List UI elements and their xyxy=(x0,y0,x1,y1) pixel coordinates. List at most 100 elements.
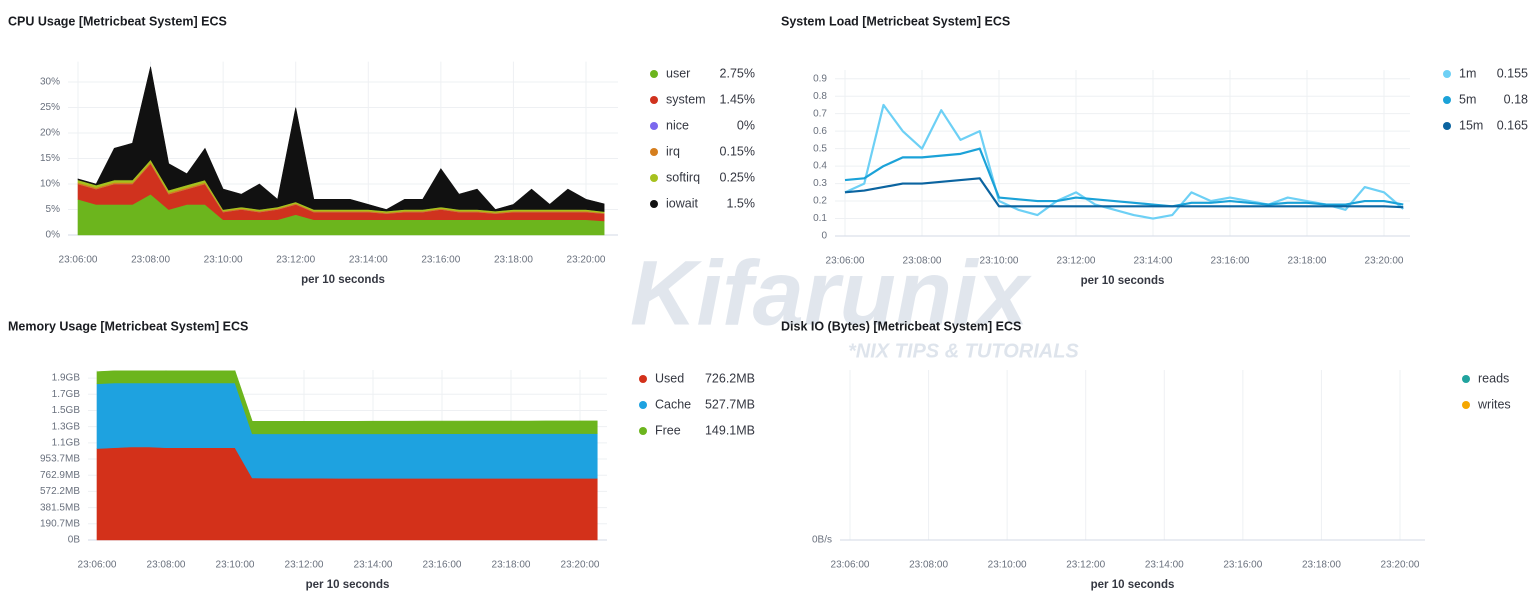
x-tick-label: 23:14:00 xyxy=(354,560,393,571)
x-tick-label: 23:16:00 xyxy=(1223,560,1262,571)
x-tick-label: 23:12:00 xyxy=(1057,256,1096,267)
legend-value: 1.45% xyxy=(720,92,755,106)
legend-swatch xyxy=(650,148,658,156)
x-tick-label: 23:14:00 xyxy=(1134,256,1173,267)
area xyxy=(96,370,598,435)
x-tick-label: 23:08:00 xyxy=(903,256,942,267)
legend-value: 0% xyxy=(737,118,755,132)
legend-value: 0.155 xyxy=(1497,66,1528,80)
x-tick-label: 23:20:00 xyxy=(567,255,606,266)
x-tick-label: 23:14:00 xyxy=(1145,560,1184,571)
legend-label: system xyxy=(666,92,706,106)
legend-swatch xyxy=(639,401,647,409)
legend-label: writes xyxy=(1477,397,1511,411)
line xyxy=(844,177,1404,209)
legend-value: 726.2MB xyxy=(705,371,755,385)
legend-value: 0.18 xyxy=(1504,92,1528,106)
x-tick-label: 23:10:00 xyxy=(216,560,255,571)
legend-label: Used xyxy=(655,371,684,385)
legend-value: 2.75% xyxy=(720,66,755,80)
x-tick-label: 23:12:00 xyxy=(285,560,324,571)
y-tick-label: 0.5 xyxy=(813,143,827,154)
legend-swatch xyxy=(1462,375,1470,383)
legend-swatch xyxy=(650,122,658,130)
line xyxy=(844,103,1404,220)
y-tick-label: 30% xyxy=(40,77,60,88)
x-tick-label: 23:20:00 xyxy=(561,560,600,571)
legend-value: 1.5% xyxy=(727,196,756,210)
area xyxy=(77,66,605,212)
x-tick-label: 23:18:00 xyxy=(1302,560,1341,571)
x-tick-label: 23:10:00 xyxy=(204,255,243,266)
y-tick-label: 15% xyxy=(40,153,60,164)
legend-label: 1m xyxy=(1459,66,1476,80)
panel-title: Memory Usage [Metricbeat System] ECS xyxy=(8,319,248,333)
y-tick-label: 0.8 xyxy=(813,91,827,102)
y-tick-label: 1.5GB xyxy=(52,405,81,416)
watermark-tagline: *NIX TIPS & TUTORIALS xyxy=(848,340,1079,362)
legend-label: Free xyxy=(655,423,681,437)
legend-value: 527.7MB xyxy=(705,397,755,411)
legend-label: reads xyxy=(1478,371,1509,385)
y-tick-label: 0B/s xyxy=(812,535,832,546)
y-tick-label: 5% xyxy=(46,204,61,215)
legend-label: Cache xyxy=(655,397,691,411)
panel: Memory Usage [Metricbeat System] ECS 0B 19… xyxy=(8,319,755,591)
x-axis-label: per 10 seconds xyxy=(301,274,385,286)
x-tick-label: 23:12:00 xyxy=(1066,560,1105,571)
panel-title: CPU Usage [Metricbeat System] ECS xyxy=(8,14,227,28)
x-tick-label: 23:20:00 xyxy=(1381,560,1420,571)
y-tick-label: 0% xyxy=(46,230,61,241)
legend-swatch xyxy=(1443,122,1451,130)
legend-swatch xyxy=(650,200,658,208)
panel-title: System Load [Metricbeat System] ECS xyxy=(781,14,1010,28)
x-tick-label: 23:16:00 xyxy=(423,560,462,571)
x-axis-label: per 10 seconds xyxy=(1081,275,1165,287)
panel-title: Disk IO (Bytes) [Metricbeat System] ECS xyxy=(781,319,1021,333)
x-tick-label: 23:18:00 xyxy=(492,560,531,571)
y-tick-label: 0 xyxy=(821,231,827,242)
legend-value: 0.25% xyxy=(720,170,755,184)
y-tick-label: 1.3GB xyxy=(52,421,81,432)
x-tick-label: 23:14:00 xyxy=(349,255,388,266)
legend-label: iowait xyxy=(666,196,698,210)
y-tick-label: 0.7 xyxy=(813,108,827,119)
y-tick-label: 20% xyxy=(40,128,60,139)
x-tick-label: 23:06:00 xyxy=(78,560,117,571)
legend-value: 149.1MB xyxy=(705,423,755,437)
legend-label: 15m xyxy=(1459,118,1483,132)
y-tick-label: 0.2 xyxy=(813,196,827,207)
x-axis-label: per 10 seconds xyxy=(306,579,390,591)
x-tick-label: 23:16:00 xyxy=(421,255,460,266)
x-tick-label: 23:06:00 xyxy=(59,255,98,266)
legend-value: 0.15% xyxy=(720,144,755,158)
y-tick-label: 0B xyxy=(68,535,81,546)
x-tick-label: 23:12:00 xyxy=(276,255,315,266)
y-tick-label: 1.7GB xyxy=(52,389,81,400)
y-tick-label: 0.6 xyxy=(813,126,827,137)
x-tick-label: 23:06:00 xyxy=(831,560,870,571)
y-tick-label: 190.7MB xyxy=(40,518,80,529)
y-tick-label: 0.9 xyxy=(813,73,827,84)
legend-swatch xyxy=(650,70,658,78)
x-tick-label: 23:20:00 xyxy=(1365,256,1404,267)
y-tick-label: 381.5MB xyxy=(40,502,80,513)
watermark-title: Kifarunix xyxy=(630,242,1033,344)
y-tick-label: 1.9GB xyxy=(52,373,81,384)
legend-label: softirq xyxy=(666,170,700,184)
y-tick-label: 0.3 xyxy=(813,178,827,189)
x-tick-label: 23:16:00 xyxy=(1211,256,1250,267)
x-tick-label: 23:10:00 xyxy=(988,560,1027,571)
panel: CPU Usage [Metricbeat System] ECS 0% 5% 10%… xyxy=(8,14,755,286)
y-tick-label: 572.2MB xyxy=(40,486,80,497)
legend-swatch xyxy=(1443,96,1451,104)
panel: System Load [Metricbeat System] ECS 0 0.1 0… xyxy=(781,14,1528,287)
x-tick-label: 23:18:00 xyxy=(1288,256,1327,267)
y-tick-label: 0.4 xyxy=(813,161,827,172)
y-tick-label: 10% xyxy=(40,179,60,190)
panel: Disk IO (Bytes) [Metricbeat System] ECS 0… xyxy=(781,319,1511,591)
legend-label: nice xyxy=(666,118,689,132)
legend-swatch xyxy=(639,427,647,435)
legend-swatch xyxy=(650,174,658,182)
legend-swatch xyxy=(1462,401,1470,409)
